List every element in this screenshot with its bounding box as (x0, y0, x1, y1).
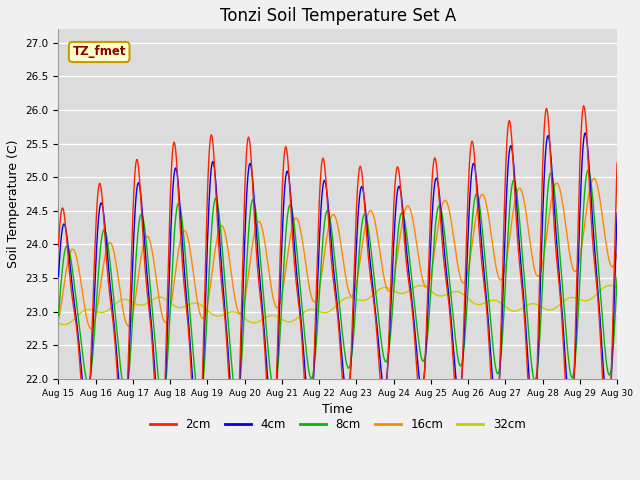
Title: Tonzi Soil Temperature Set A: Tonzi Soil Temperature Set A (220, 7, 456, 25)
Legend: 2cm, 4cm, 8cm, 16cm, 32cm: 2cm, 4cm, 8cm, 16cm, 32cm (145, 413, 530, 436)
Text: TZ_fmet: TZ_fmet (72, 46, 126, 59)
Y-axis label: Soil Temperature (C): Soil Temperature (C) (7, 140, 20, 268)
X-axis label: Time: Time (323, 403, 353, 416)
